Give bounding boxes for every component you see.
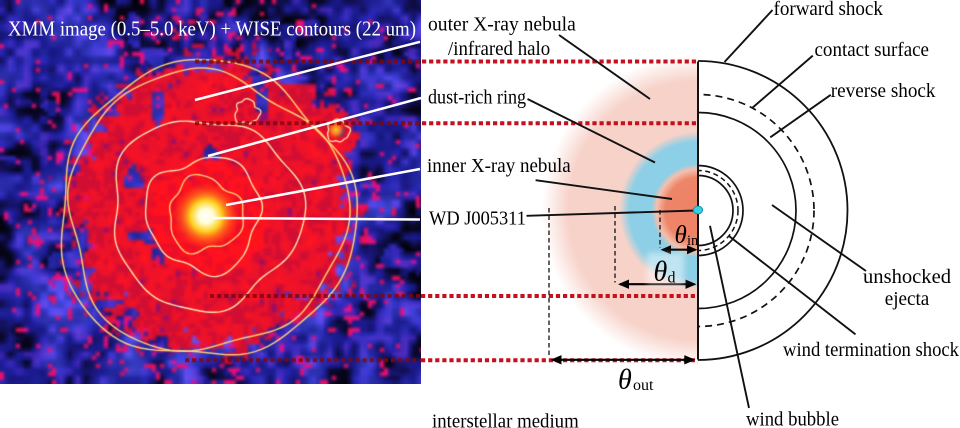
svg-text:/infrared halo: /infrared halo [448,39,550,60]
svg-text:interstellar medium: interstellar medium [432,411,579,428]
svg-text:θ: θ [618,365,632,396]
svg-text:θ: θ [654,257,668,288]
svg-text:contact surface: contact surface [815,40,930,61]
svg-text:XMM image (0.5–5.0 keV) + WISE: XMM image (0.5–5.0 keV) + WISE contours … [8,17,416,41]
svg-text:reverse shock: reverse shock [831,81,936,102]
svg-text:out: out [633,377,654,394]
svg-text:wind bubble: wind bubble [746,410,839,428]
svg-text:outer X-ray nebula: outer X-ray nebula [428,14,576,35]
svg-text:ejecta: ejecta [885,289,930,310]
svg-text:θ: θ [675,222,687,249]
svg-text:dust-rich ring: dust-rich ring [428,88,526,109]
svg-text:wind termination shock: wind termination shock [783,340,959,361]
svg-text:d: d [668,270,676,287]
svg-text:in: in [687,233,699,249]
svg-text:inner X-ray nebula: inner X-ray nebula [427,156,571,177]
svg-text:unshocked: unshocked [863,267,951,288]
svg-text:WD J005311: WD J005311 [429,209,526,230]
svg-text:forward shock: forward shock [774,0,884,20]
